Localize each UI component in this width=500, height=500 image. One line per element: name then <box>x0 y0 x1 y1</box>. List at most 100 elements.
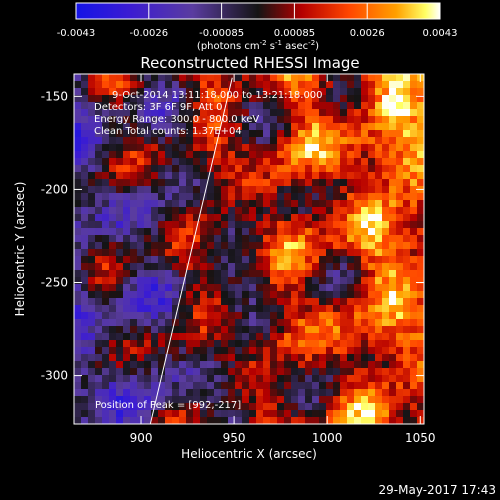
heatmap-cell <box>186 214 194 222</box>
heatmap-cell <box>116 130 124 138</box>
heatmap-cell <box>277 382 285 390</box>
heatmap-cell <box>179 417 187 424</box>
heatmap-cell <box>256 228 264 236</box>
heatmap-cell <box>242 109 250 117</box>
heatmap-cell <box>200 340 208 348</box>
heatmap-cell <box>123 284 131 292</box>
heatmap-cell <box>200 228 208 236</box>
heatmap-cell <box>151 284 159 292</box>
heatmap-cell <box>417 375 424 383</box>
heatmap-cell <box>340 333 348 341</box>
heatmap-cell <box>214 354 222 362</box>
heatmap-cell <box>116 228 124 236</box>
heatmap-cell <box>151 102 159 110</box>
heatmap-cell <box>102 109 110 117</box>
heatmap-cell <box>417 340 424 348</box>
heatmap-cell <box>277 396 285 404</box>
heatmap-cell <box>88 298 96 306</box>
heatmap-cell <box>228 263 236 271</box>
heatmap-cell <box>389 312 397 320</box>
heatmap-cell <box>277 340 285 348</box>
heatmap-cell <box>158 319 166 327</box>
heatmap-cell <box>312 207 320 215</box>
heatmap-cell <box>158 249 166 257</box>
heatmap-cell <box>270 151 278 159</box>
heatmap-cell <box>214 368 222 376</box>
heatmap-cell <box>88 88 96 96</box>
heatmap-cell <box>130 368 138 376</box>
heatmap-cell <box>130 305 138 313</box>
heatmap-cell <box>74 256 82 264</box>
heatmap-cell <box>347 116 355 124</box>
heatmap-cell <box>298 263 306 271</box>
heatmap-cell <box>361 270 369 278</box>
heatmap-cell <box>291 298 299 306</box>
heatmap-cell <box>130 116 138 124</box>
heatmap-cell <box>361 403 369 411</box>
heatmap-cell <box>207 102 215 110</box>
heatmap-cell <box>354 228 362 236</box>
heatmap-cell <box>305 389 313 397</box>
heatmap-cell <box>333 277 341 285</box>
y-axis-ticks: -300-250-200-150 <box>41 89 424 383</box>
heatmap-cell <box>193 228 201 236</box>
heatmap-cell <box>347 333 355 341</box>
heatmap-cell <box>396 172 404 180</box>
heatmap-cell <box>207 151 215 159</box>
heatmap-cell <box>319 263 327 271</box>
heatmap-cell <box>382 389 390 397</box>
heatmap-cell <box>214 382 222 390</box>
heatmap-cell <box>193 116 201 124</box>
heatmap-cell <box>186 333 194 341</box>
heatmap-cell <box>417 193 424 201</box>
heatmap-cell <box>221 207 229 215</box>
heatmap-cell <box>235 417 243 424</box>
heatmap-cell <box>137 263 145 271</box>
heatmap-cell <box>284 396 292 404</box>
heatmap-cell <box>200 221 208 229</box>
heatmap-cell <box>137 214 145 222</box>
heatmap-cell <box>193 347 201 355</box>
heatmap-cell <box>88 270 96 278</box>
heatmap-cell <box>165 312 173 320</box>
heatmap-cell <box>354 305 362 313</box>
heatmap-cell <box>95 242 103 250</box>
heatmap-cell <box>277 403 285 411</box>
heatmap-cell <box>74 235 82 243</box>
heatmap-cell <box>305 123 313 131</box>
heatmap-cell <box>249 144 257 152</box>
heatmap-cell <box>256 151 264 159</box>
heatmap-cell <box>235 214 243 222</box>
heatmap-cell <box>228 333 236 341</box>
heatmap-cell <box>284 179 292 187</box>
heatmap-cell <box>102 291 110 299</box>
heatmap-cell <box>228 340 236 348</box>
heatmap-cell <box>382 249 390 257</box>
heatmap-cell <box>144 284 152 292</box>
heatmap-cell <box>298 235 306 243</box>
heatmap-cell <box>130 375 138 383</box>
heatmap-cell <box>284 403 292 411</box>
heatmap-cell <box>312 361 320 369</box>
heatmap-cell <box>277 172 285 180</box>
heatmap-cell <box>249 172 257 180</box>
heatmap-cell <box>319 326 327 334</box>
y-tick-label: -300 <box>41 369 68 383</box>
heatmap-cell <box>368 396 376 404</box>
heatmap-cell <box>312 375 320 383</box>
heatmap-cell <box>354 214 362 222</box>
heatmap-cell <box>347 172 355 180</box>
heatmap-cell <box>403 361 411 369</box>
heatmap-cell <box>109 214 117 222</box>
heatmap-cell <box>235 137 243 145</box>
heatmap-cell <box>193 193 201 201</box>
heatmap-cell <box>368 298 376 306</box>
heatmap-cell <box>81 81 89 89</box>
heatmap-cell <box>88 256 96 264</box>
heatmap-cell <box>193 382 201 390</box>
heatmap-cell <box>368 221 376 229</box>
heatmap-cell <box>123 263 131 271</box>
heatmap-cell <box>158 88 166 96</box>
heatmap-cell <box>354 354 362 362</box>
heatmap-cell <box>144 291 152 299</box>
